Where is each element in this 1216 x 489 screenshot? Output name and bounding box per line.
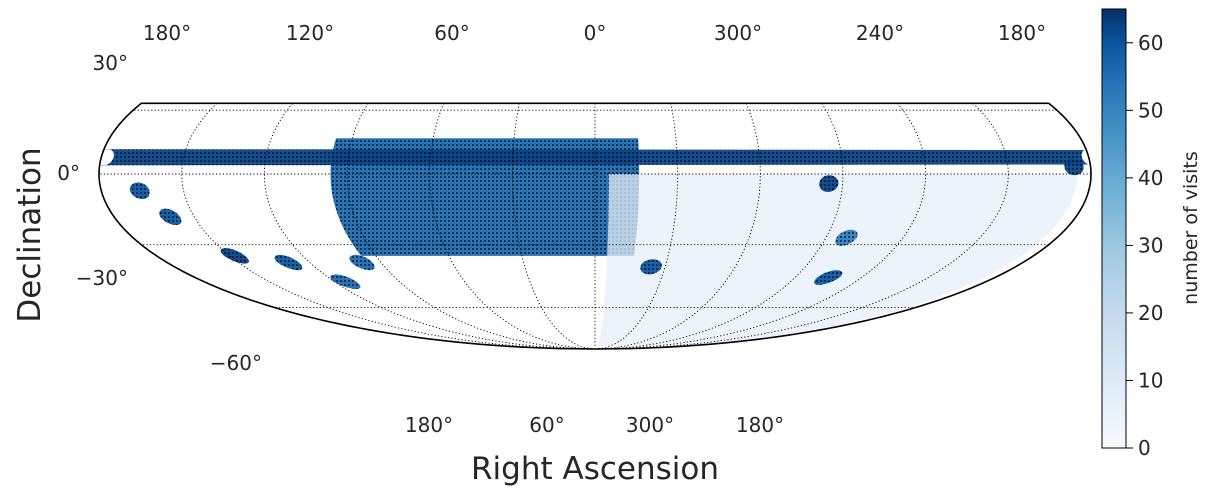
ra-top-tick-label: 240° bbox=[856, 21, 904, 45]
ra-top-tick-label: 120° bbox=[286, 21, 334, 45]
colorbar-tick-label: 60 bbox=[1138, 31, 1163, 55]
region-texture-deep-field-11 bbox=[129, 182, 150, 200]
tick-labels: 180° 120° 60° 0° 300° 240° 180° 180° 60° 300° 180°… bbox=[57, 21, 1046, 437]
colorbar-tick-label: 10 bbox=[1138, 368, 1163, 392]
ra-bottom-tick-label: 180° bbox=[405, 413, 453, 437]
ra-top-tick-label: 60° bbox=[434, 21, 469, 45]
map-layer bbox=[99, 138, 1089, 346]
dec-tick-label: 30° bbox=[93, 51, 128, 75]
ra-top-tick-label: 300° bbox=[714, 21, 762, 45]
region-texture-deep-field-8 bbox=[274, 254, 303, 271]
colorbar-gradient bbox=[1101, 8, 1127, 449]
ra-gridline bbox=[594, 102, 1009, 350]
ra-gridline bbox=[181, 102, 596, 350]
region-texture-deep-field-9 bbox=[220, 248, 249, 264]
colorbar-label: number of visits bbox=[1180, 151, 1202, 305]
ra-bottom-tick-label: 180° bbox=[736, 413, 784, 437]
colorbar-tick-label: 50 bbox=[1138, 98, 1163, 122]
y-axis-title: Declination bbox=[12, 147, 48, 322]
ra-gridline bbox=[594, 103, 761, 350]
region-texture-deep-field-7 bbox=[330, 274, 361, 289]
colorbar-ticks: 0 10 20 30 40 50 60 bbox=[1126, 31, 1163, 460]
ra-bottom-tick-label: 60° bbox=[529, 413, 564, 437]
ra-top-tick-label: 0° bbox=[584, 21, 607, 45]
region-texture-deep-field-5 bbox=[640, 259, 662, 275]
region-texture-deep-field-6 bbox=[349, 254, 375, 271]
region-texture-deep-field-12 bbox=[99, 148, 1089, 166]
colorbar-tick-label: 30 bbox=[1138, 233, 1163, 257]
region-texture-deep-field-3 bbox=[835, 229, 858, 246]
region-texture-deep-field-4 bbox=[814, 270, 843, 285]
ra-gridline bbox=[429, 103, 596, 350]
colorbar-tick-label: 40 bbox=[1138, 166, 1163, 190]
ra-top-tick-label: 180° bbox=[143, 21, 191, 45]
region-texture-main-survey-stripe bbox=[330, 138, 640, 256]
region-texture-deep-field-10 bbox=[159, 208, 182, 226]
grid-layer bbox=[99, 102, 1091, 350]
x-axis-title: Right Ascension bbox=[471, 451, 719, 487]
colorbar-tick-label: 20 bbox=[1138, 301, 1163, 325]
region-texture-deep-field-2 bbox=[819, 175, 839, 192]
dec-tick-label: −30° bbox=[76, 266, 128, 290]
colorbar: 0 10 20 30 40 50 60 number of visits bbox=[1101, 8, 1202, 460]
colorbar-tick-label: 0 bbox=[1138, 436, 1151, 460]
ra-top-tick-label: 180° bbox=[998, 21, 1046, 45]
map-boundary bbox=[98, 102, 1092, 350]
dec-tick-label: 0° bbox=[57, 161, 80, 185]
region-southern-wide-field bbox=[597, 174, 1078, 346]
ra-bottom-tick-label: 300° bbox=[626, 413, 674, 437]
dec-tick-label: −60° bbox=[210, 351, 262, 375]
